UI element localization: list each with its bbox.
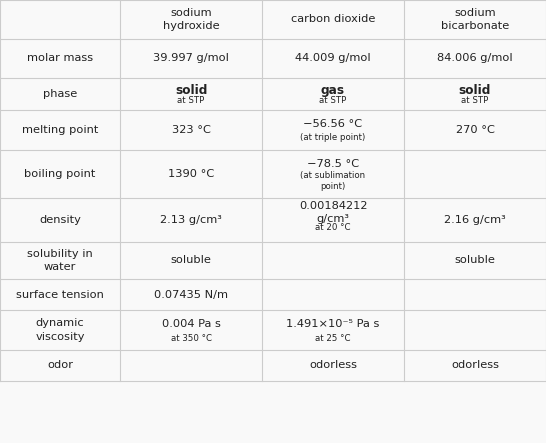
Text: −78.5 °C: −78.5 °C bbox=[307, 159, 359, 169]
Text: 2.13 g/cm³: 2.13 g/cm³ bbox=[160, 215, 222, 225]
Text: dynamic
viscosity: dynamic viscosity bbox=[35, 319, 85, 342]
Text: gas: gas bbox=[321, 84, 345, 97]
Text: 323 °C: 323 °C bbox=[171, 125, 211, 135]
Text: 0.00184212
g/cm³: 0.00184212 g/cm³ bbox=[299, 202, 367, 224]
Text: 0.07435 N/m: 0.07435 N/m bbox=[154, 290, 228, 299]
Text: molar mass: molar mass bbox=[27, 54, 93, 63]
Text: melting point: melting point bbox=[22, 125, 98, 135]
Text: 270 °C: 270 °C bbox=[455, 125, 495, 135]
Text: (at sublimation
point): (at sublimation point) bbox=[300, 171, 366, 191]
Text: surface tension: surface tension bbox=[16, 290, 104, 299]
Text: at STP: at STP bbox=[461, 97, 489, 105]
Text: solubility in
water: solubility in water bbox=[27, 249, 93, 272]
Text: at 20 °C: at 20 °C bbox=[315, 223, 351, 232]
Text: −56.56 °C: −56.56 °C bbox=[304, 119, 363, 129]
Text: 0.004 Pa s: 0.004 Pa s bbox=[162, 319, 221, 329]
Text: sodium
bicarbonate: sodium bicarbonate bbox=[441, 8, 509, 31]
Text: at STP: at STP bbox=[319, 97, 347, 105]
Text: soluble: soluble bbox=[455, 256, 495, 265]
Text: 84.006 g/mol: 84.006 g/mol bbox=[437, 54, 513, 63]
Text: carbon dioxide: carbon dioxide bbox=[291, 15, 375, 24]
Text: solid: solid bbox=[459, 84, 491, 97]
Text: at 350 °C: at 350 °C bbox=[170, 334, 212, 342]
Text: 1390 °C: 1390 °C bbox=[168, 169, 214, 179]
Text: (at triple point): (at triple point) bbox=[300, 133, 366, 142]
Text: odor: odor bbox=[47, 361, 73, 370]
Text: 2.16 g/cm³: 2.16 g/cm³ bbox=[444, 215, 506, 225]
Text: at STP: at STP bbox=[177, 97, 205, 105]
Text: boiling point: boiling point bbox=[25, 169, 96, 179]
Text: at 25 °C: at 25 °C bbox=[315, 334, 351, 342]
Text: 44.009 g/mol: 44.009 g/mol bbox=[295, 54, 371, 63]
Text: 1.491×10⁻⁵ Pa s: 1.491×10⁻⁵ Pa s bbox=[286, 319, 380, 329]
Text: soluble: soluble bbox=[171, 256, 211, 265]
Text: phase: phase bbox=[43, 89, 77, 99]
Text: solid: solid bbox=[175, 84, 207, 97]
Text: odorless: odorless bbox=[309, 361, 357, 370]
Text: 39.997 g/mol: 39.997 g/mol bbox=[153, 54, 229, 63]
Text: density: density bbox=[39, 215, 81, 225]
Text: sodium
hydroxide: sodium hydroxide bbox=[163, 8, 219, 31]
Text: odorless: odorless bbox=[451, 361, 499, 370]
